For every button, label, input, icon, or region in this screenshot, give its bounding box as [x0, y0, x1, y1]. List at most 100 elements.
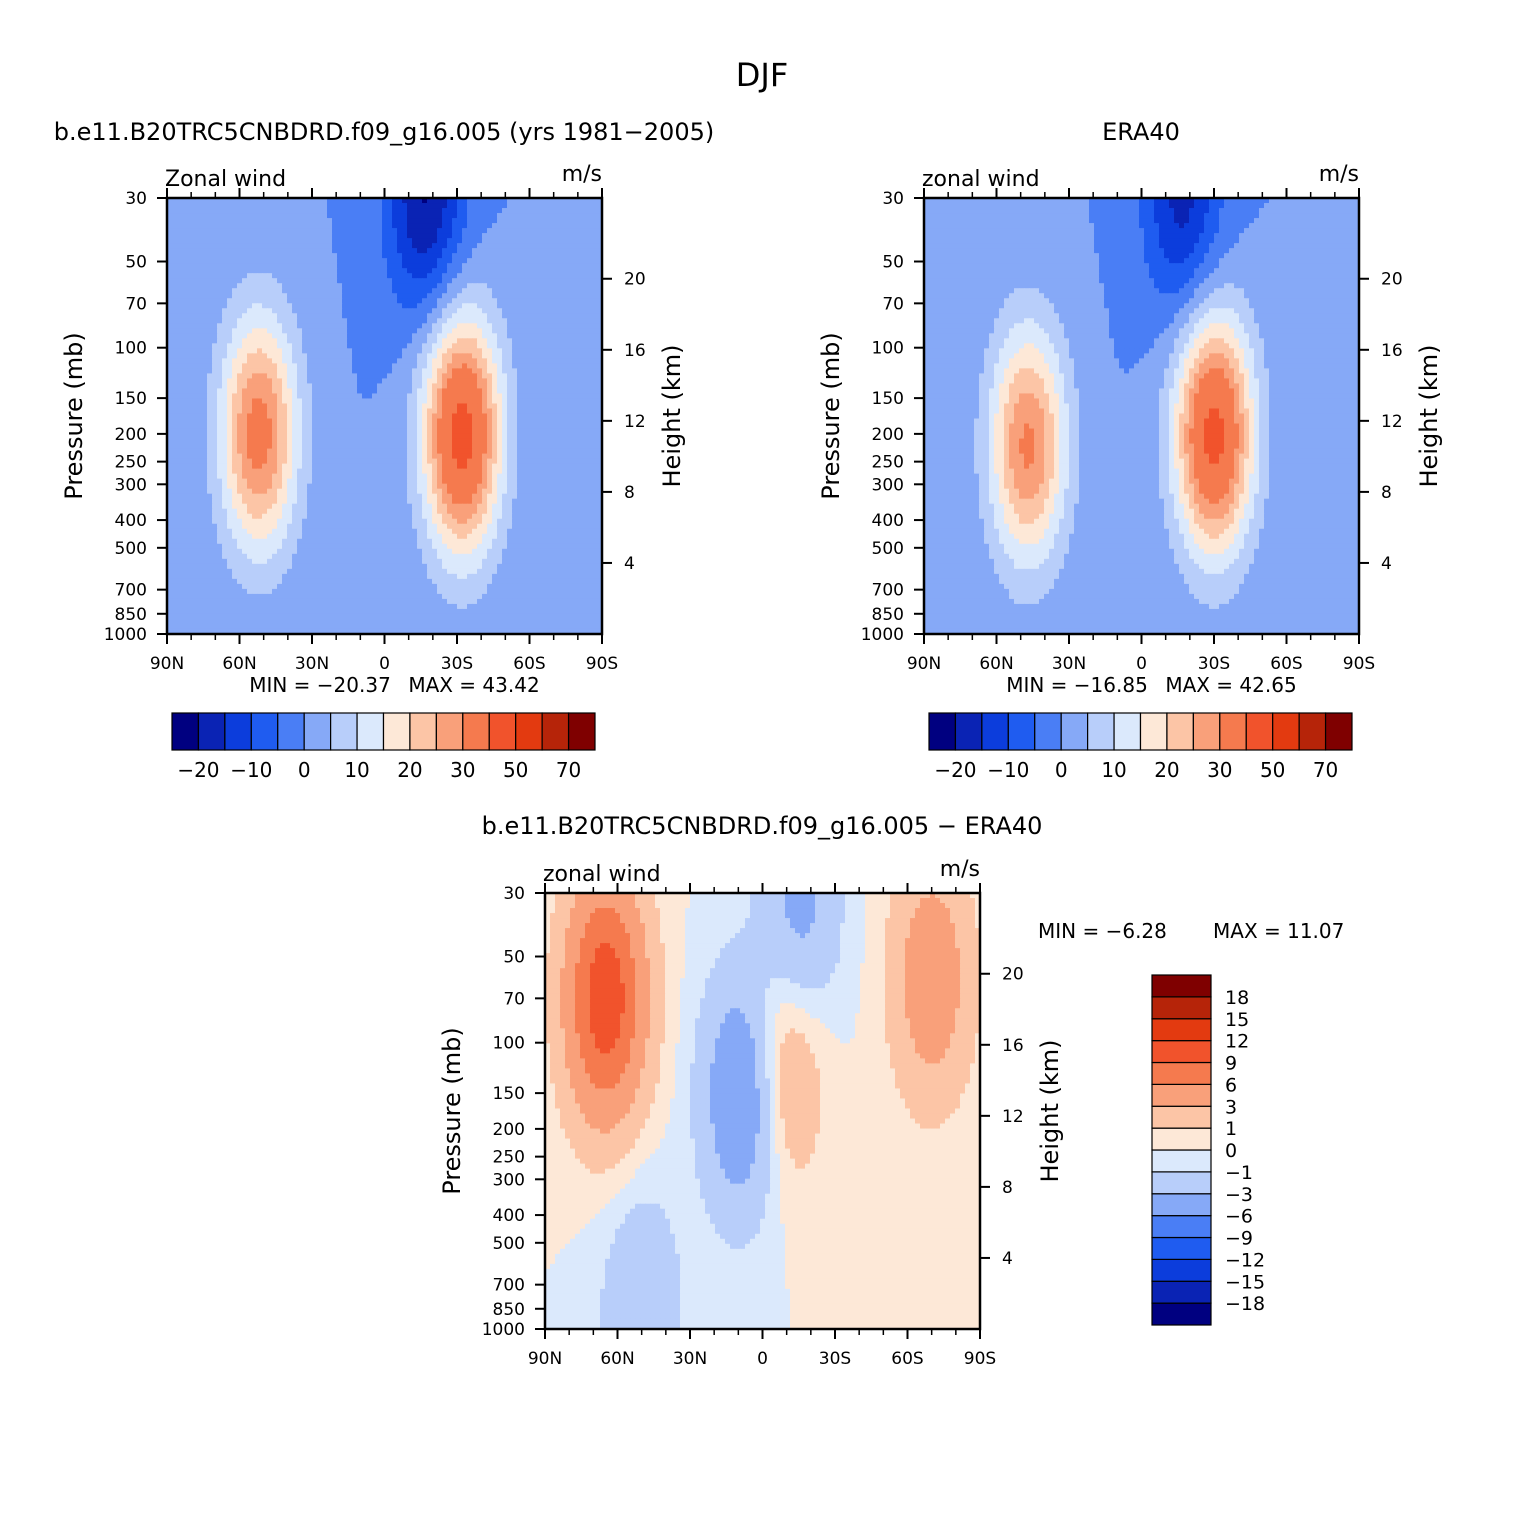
contour-cell [217, 478, 223, 485]
contour-cell [402, 383, 408, 390]
contour-cell [447, 328, 453, 334]
contour-cell [517, 228, 523, 234]
contour-cell [297, 233, 303, 239]
contour-cell [267, 268, 273, 274]
contour-cell [547, 323, 553, 329]
contour-cell [397, 373, 403, 380]
contour-cell [427, 433, 433, 440]
contour-cell [312, 258, 318, 264]
contour-cell [442, 403, 448, 410]
contour-cell [197, 363, 203, 369]
contour-cell [222, 458, 228, 465]
contour-cell [312, 363, 318, 369]
contour-cell [382, 223, 388, 229]
contour-cell [327, 368, 333, 374]
contour-cell [217, 363, 223, 369]
contour-cell [392, 253, 398, 259]
contour-cell [487, 248, 493, 254]
contour-cell [297, 308, 303, 314]
contour-cell [502, 438, 508, 445]
contour-cell [432, 453, 438, 460]
contour-cell [532, 443, 538, 450]
contour-cell [597, 368, 602, 374]
contour-cell [337, 233, 343, 239]
contour-cell [572, 218, 578, 224]
contour-cell [492, 398, 498, 405]
contour-cell [237, 328, 243, 334]
contour-cell [302, 483, 308, 490]
contour-cell [457, 458, 463, 465]
contour-cell [447, 343, 453, 349]
contour-cell [297, 473, 303, 480]
contour-cell [242, 393, 248, 400]
contour-cell [532, 378, 538, 385]
contour-cell [492, 358, 498, 364]
contour-cell [242, 413, 248, 420]
contour-cell [547, 368, 553, 374]
contour-cell [442, 263, 448, 269]
contour-cell [292, 438, 298, 445]
contour-cell [327, 458, 333, 465]
contour-cell [222, 363, 228, 369]
contour-cell [567, 458, 573, 465]
contour-cell [272, 228, 278, 234]
contour-cell [247, 268, 253, 274]
contour-cell [227, 393, 233, 400]
contour-cell [387, 348, 393, 354]
contour-cell [492, 238, 498, 244]
contour-cell [237, 383, 243, 390]
contour-cell [372, 418, 378, 425]
contour-cell [217, 398, 223, 405]
contour-cell [382, 213, 388, 219]
contour-cell [257, 478, 263, 485]
contour-cell [187, 413, 193, 420]
contour-cell [442, 368, 448, 374]
contour-cell [492, 368, 498, 374]
contour-cell [207, 453, 213, 460]
contour-cell [402, 253, 408, 259]
contour-cell [517, 453, 523, 460]
contour-cell [292, 478, 298, 485]
contour-cell [367, 293, 373, 299]
contour-cell [332, 398, 338, 405]
contour-cell [287, 463, 293, 470]
contour-cell [567, 393, 573, 400]
contour-cell [167, 298, 173, 304]
contour-cell [442, 473, 448, 480]
contour-cell [377, 228, 383, 234]
contour-cell [202, 443, 208, 450]
contour-cell [577, 433, 583, 440]
contour-cell [527, 433, 533, 440]
contour-cell [482, 468, 488, 475]
contour-cell [322, 388, 328, 395]
contour-cell [512, 238, 518, 244]
contour-cell [292, 333, 298, 339]
contour-cell [292, 413, 298, 420]
contour-cell [367, 373, 373, 380]
contour-cell [222, 248, 228, 254]
contour-cell [252, 263, 258, 269]
contour-cell [577, 278, 583, 284]
contour-cell [167, 453, 173, 460]
contour-cell [392, 208, 398, 214]
contour-cell [262, 398, 268, 405]
contour-cell [507, 318, 513, 324]
contour-cell [322, 238, 328, 244]
contour-cell [532, 213, 538, 219]
contour-cell [327, 378, 333, 385]
contour-cell [282, 273, 288, 279]
contour-cell [552, 473, 558, 480]
contour-cell [497, 208, 503, 214]
contour-cell [187, 288, 193, 294]
contour-cell [347, 273, 353, 279]
contour-cell [217, 213, 223, 219]
contour-cell [387, 228, 393, 234]
contour-cell [377, 433, 383, 440]
contour-cell [472, 428, 478, 435]
contour-cell [497, 273, 503, 279]
contour-cell [432, 433, 438, 440]
contour-cell [242, 358, 248, 364]
contour-cell [237, 218, 243, 224]
contour-cell [262, 418, 268, 425]
contour-cell [312, 353, 318, 359]
